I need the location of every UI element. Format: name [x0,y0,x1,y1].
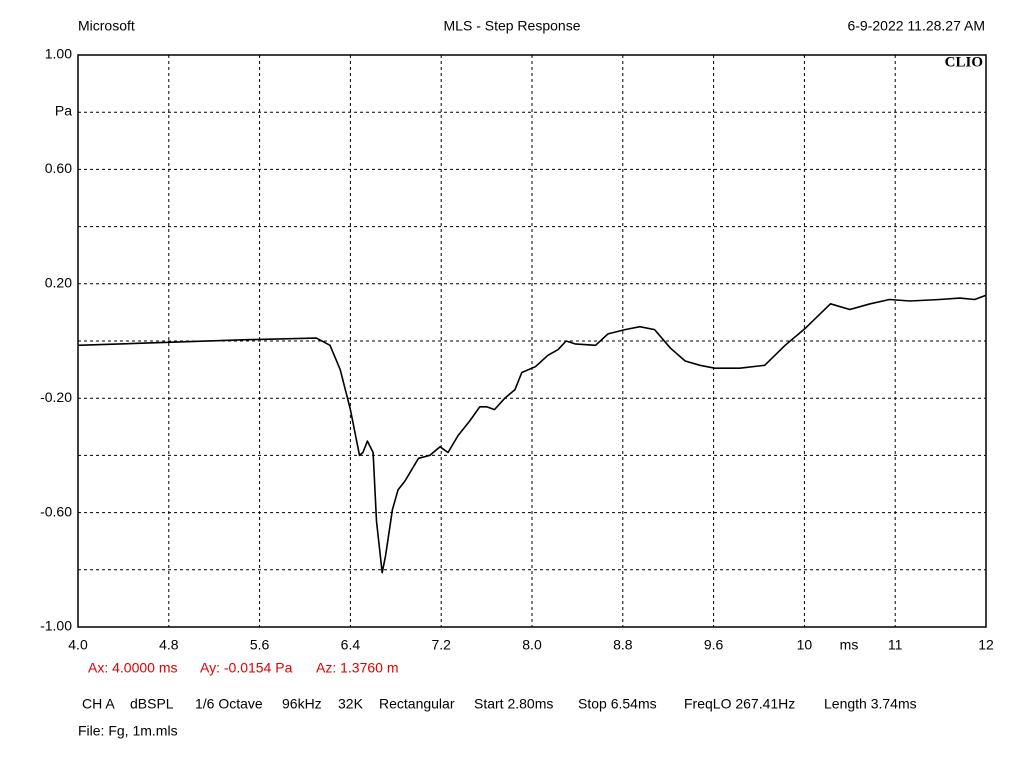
x-tick-label: 7.2 [431,637,451,653]
x-tick-label: 8.0 [522,637,542,653]
y-tick-label: 0.20 [45,275,72,291]
y-tick-label: -0.20 [40,389,72,405]
setting: Length 3.74ms [824,696,917,712]
setting: Start 2.80ms [474,696,553,712]
cursor-z: Az: 1.3760 m [316,660,399,676]
y-axis-unit: Pa [55,103,72,119]
x-tick-label: 11 [888,637,903,653]
x-tick-label: 8.8 [613,637,633,653]
header-date: 6-9-2022 11.28.27 AM [847,18,985,34]
setting: Rectangular [379,696,455,712]
brand: CLIO [945,54,983,70]
plot-frame [77,54,987,628]
setting: 96kHz [282,696,322,712]
x-tick-label: 10 [797,637,813,653]
setting: 1/6 Octave [195,696,263,712]
x-tick-label: 5.6 [250,637,270,653]
setting: CH A [82,696,115,712]
x-tick-label: 4.8 [159,637,179,653]
setting: 32K [338,696,364,712]
y-tick-label: 1.00 [45,46,72,62]
x-axis-unit: ms [840,637,859,653]
chart-title: MLS - Step Response [444,18,581,34]
x-tick-label: 4.0 [68,637,88,653]
setting: FreqLO 267.41Hz [684,696,795,712]
data-line [77,294,987,574]
y-tick-label: 0.60 [45,160,72,176]
x-tick-label: 12 [978,637,994,653]
y-tick-label: -0.60 [40,503,72,519]
y-tick-label: -1.00 [40,618,72,634]
setting: Stop 6.54ms [578,696,657,712]
header-left: Microsoft [78,18,135,34]
x-tick-label: 9.6 [704,637,724,653]
cursor-y: Ay: -0.0154 Pa [200,660,293,676]
file-name: File: Fg, 1m.mls [78,723,178,739]
cursor-x: Ax: 4.0000 ms [88,660,178,676]
x-tick-label: 6.4 [341,637,361,653]
setting: dBSPL [130,696,174,712]
